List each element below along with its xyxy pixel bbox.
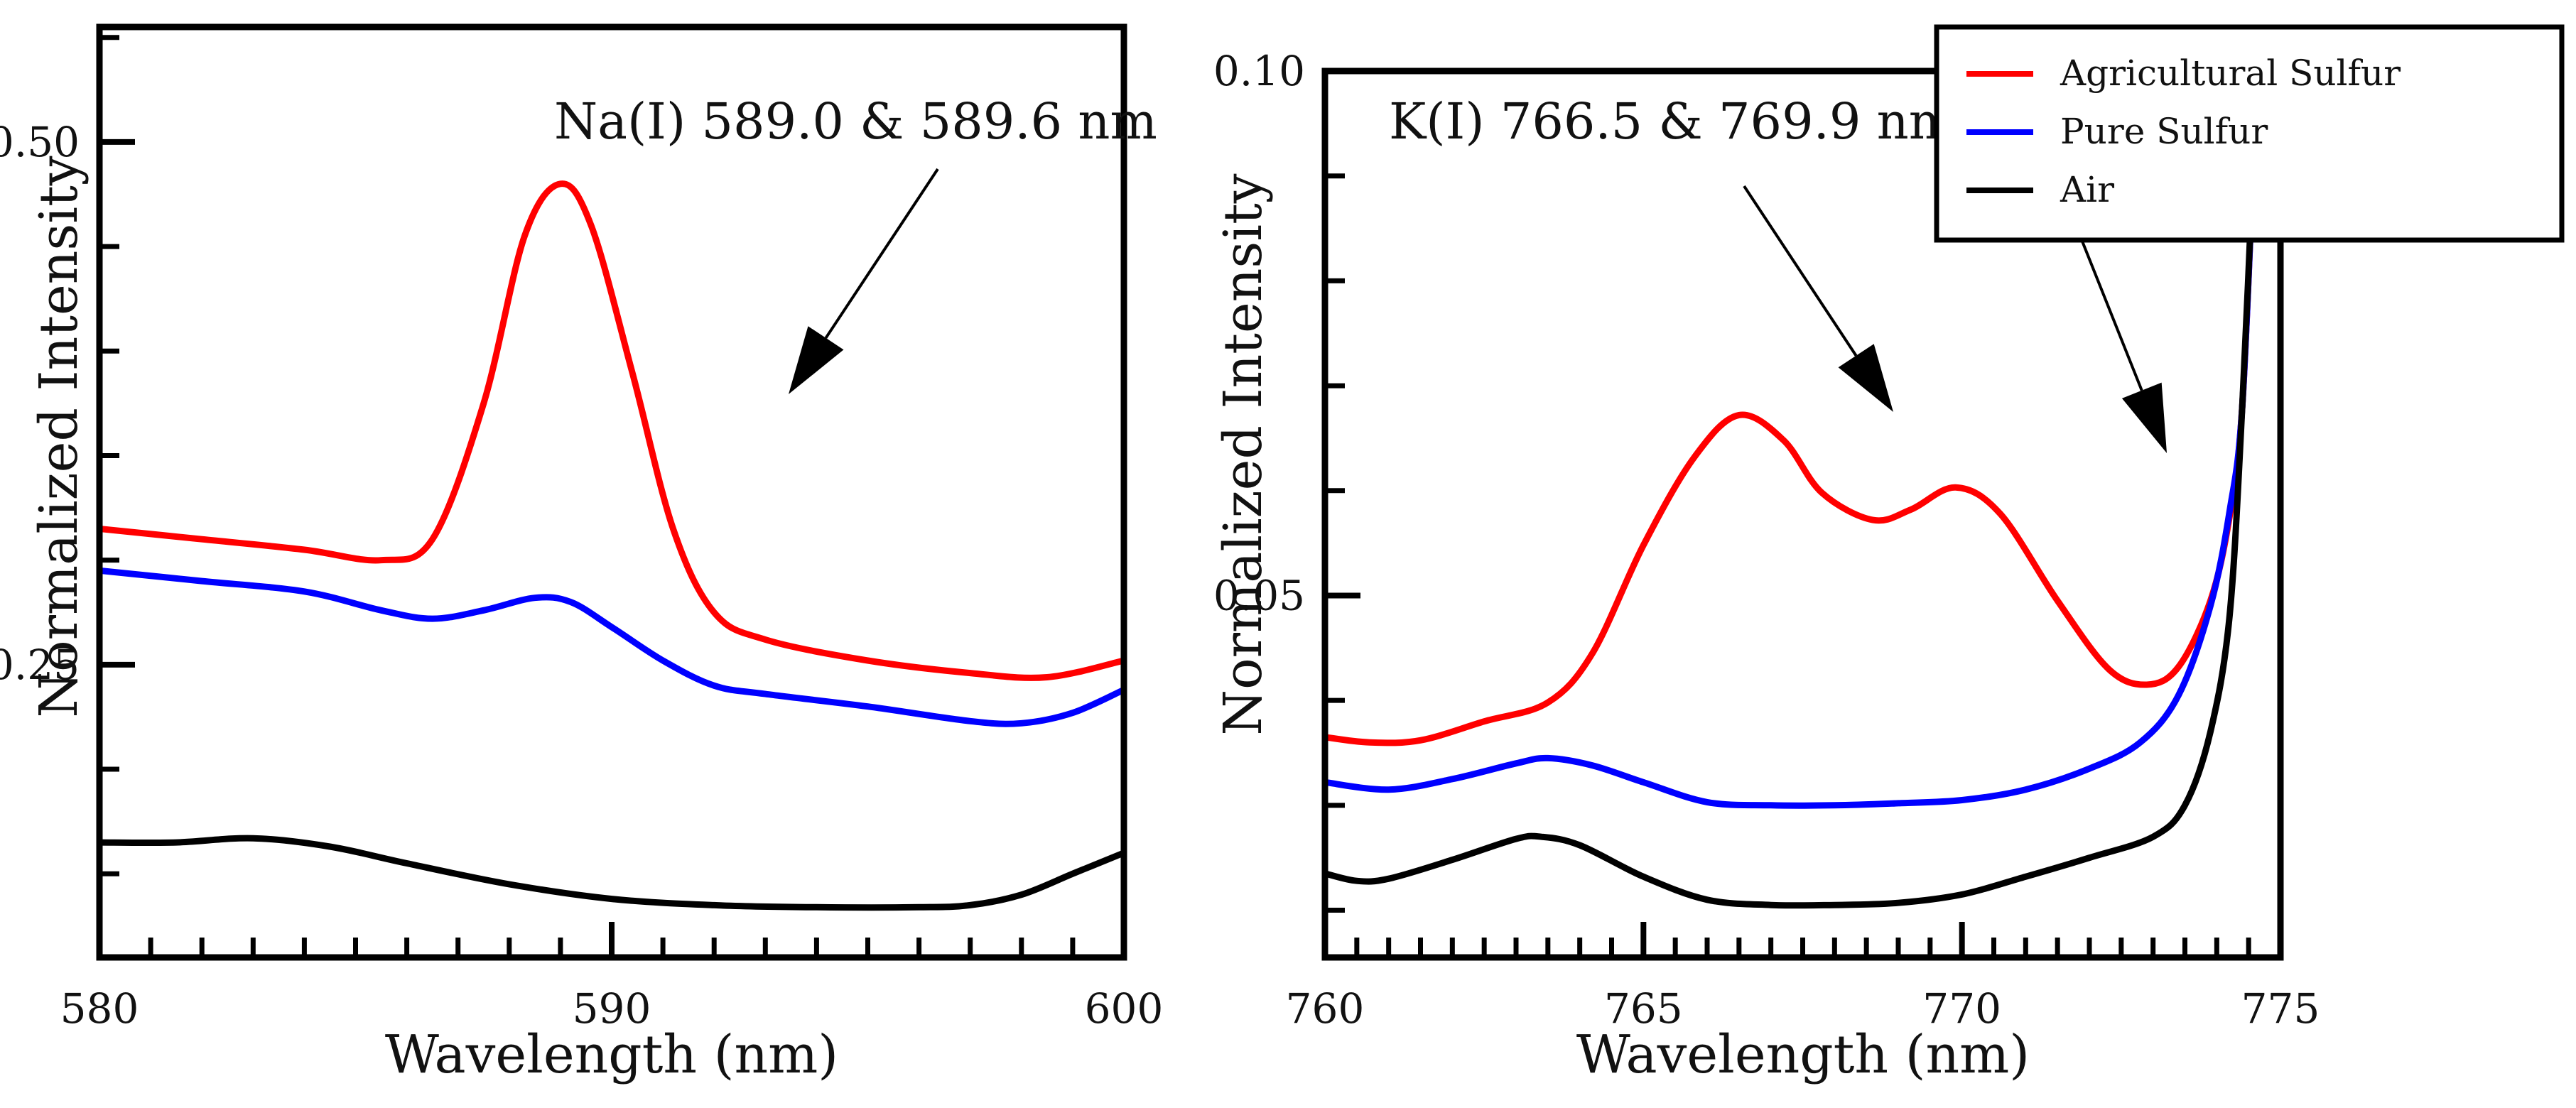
annotation-arrow-head: [2121, 382, 2167, 453]
annotation-label: Na(I) 589.0 & 589.6 nm: [554, 92, 1157, 151]
axis-ticks: [97, 35, 1127, 957]
series-layer: [1325, 123, 2258, 909]
x-tick-label: 765: [1604, 984, 1683, 1033]
y-tick-label: 0.25: [0, 641, 80, 689]
annotation-arrow-shaft: [824, 168, 939, 339]
legend-box: [1934, 24, 2565, 243]
x-tick-label: 775: [2241, 984, 2320, 1033]
annotation-label: K(I) 766.5 & 769.9 nm: [1389, 92, 1956, 151]
y-axis-label: Normalized Intensity: [28, 156, 90, 717]
annotation-arrow-head: [1838, 344, 1893, 412]
x-tick-label: 600: [1085, 984, 1164, 1033]
y-tick-label: 0.50: [0, 118, 80, 166]
x-tick-label: 590: [573, 984, 651, 1033]
series-line-pure-sulfur: [99, 567, 1124, 727]
annotation-arrows: [789, 168, 939, 394]
x-tick-label: 580: [60, 984, 139, 1033]
series-line-air: [1325, 123, 2258, 909]
axis-ticks: [1322, 68, 2283, 957]
series-layer: [99, 180, 1124, 911]
y-axis-label: Normalized Intensity: [1213, 173, 1274, 735]
legend-label-pure-sulfur: Pure Sulfur: [2060, 111, 2268, 152]
annotation-arrow-head: [789, 326, 844, 394]
series-line-pure-sulfur: [1325, 123, 2258, 809]
x-tick-label: 760: [1286, 984, 1365, 1033]
legend-label-air: Air: [2060, 169, 2114, 210]
y-tick-label: 0.05: [1213, 571, 1305, 619]
series-line-agricultural-sulfur: [99, 180, 1124, 681]
legend-label-agricultural-sulfur: Agricultural Sulfur: [2060, 53, 2401, 94]
plot-frame: [96, 23, 1127, 961]
y-tick-label: 0.10: [1213, 47, 1305, 95]
x-tick-label: 770: [1922, 984, 2001, 1033]
annotation-arrow-shaft: [1743, 185, 1858, 357]
chart-panel-sodium: Na(I) 589.0 & 589.6 nm Wavelength (nm) N…: [0, 23, 1164, 1085]
annotation-arrows: [1743, 185, 2167, 453]
legend: Agricultural Sulfur Pure Sulfur Air: [1934, 24, 2565, 243]
chart-panel-potassium: K(I) 766.5 & 769.9 nm Wavelength (nm) No…: [1213, 24, 2565, 1085]
series-line-air: [99, 835, 1124, 911]
x-axis-label: Wavelength (nm): [1576, 1024, 2030, 1085]
x-axis-label: Wavelength (nm): [385, 1024, 838, 1085]
